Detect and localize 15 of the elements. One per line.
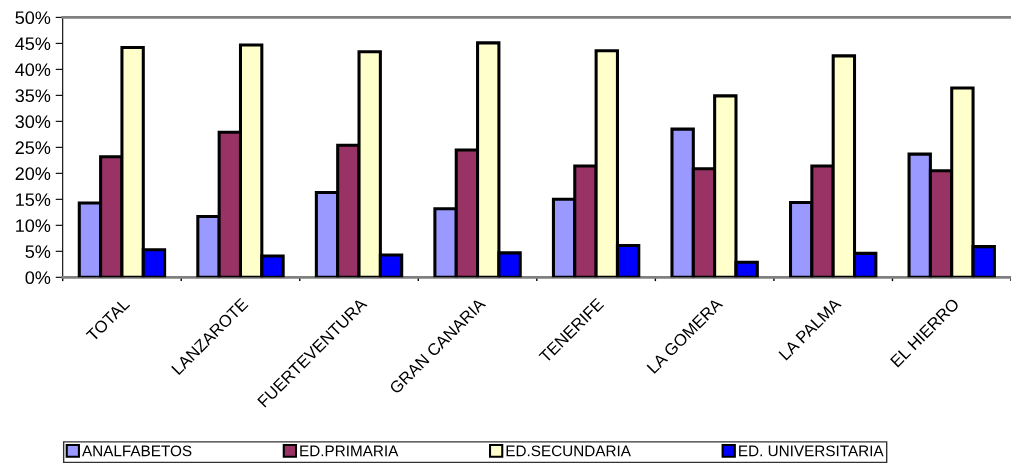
y-tick-label: 45% (15, 37, 51, 51)
y-tick-label: 35% (15, 89, 51, 103)
y-tick-label: 0% (25, 271, 51, 285)
y-tick-label: 40% (15, 63, 51, 77)
y-tick-label: 30% (15, 115, 51, 129)
legend-label: ED.PRIMARIA (300, 445, 399, 457)
y-tick-label: 25% (15, 141, 51, 155)
legend-label: ED. UNIVERSITARIA (739, 445, 884, 457)
y-tick-label: 15% (16, 193, 51, 207)
legend-label: ANALFABETOS (82, 445, 192, 457)
legend-label: ED.SECUNDARIA (506, 445, 631, 457)
y-tick-label: 50% (15, 11, 51, 25)
y-tick-label: 5% (25, 245, 51, 259)
y-tick-label: 20% (15, 167, 51, 181)
y-tick-label: 10% (16, 219, 51, 233)
